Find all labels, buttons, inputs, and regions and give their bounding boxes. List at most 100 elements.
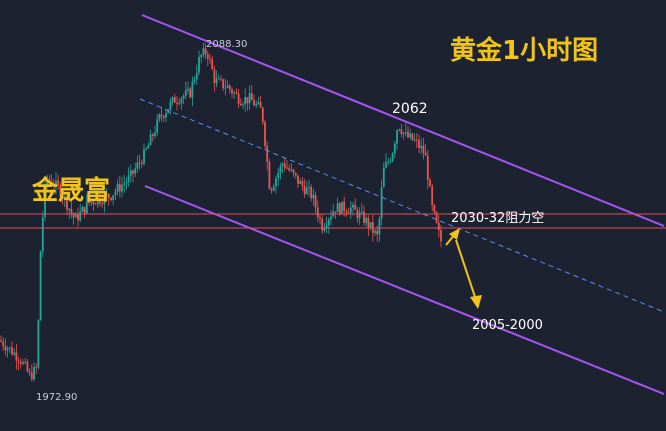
candle-body <box>187 88 189 91</box>
candle-body <box>257 102 260 104</box>
candle-body <box>420 145 423 148</box>
candle-body <box>143 149 145 165</box>
candle-body <box>422 145 425 153</box>
candle-body <box>363 211 365 223</box>
candle-body <box>440 230 442 242</box>
candle-body <box>48 178 51 182</box>
candle-body <box>204 48 207 55</box>
candle-body <box>35 366 38 368</box>
candle-body <box>30 372 33 380</box>
candle-body <box>404 131 407 133</box>
candle-body <box>132 170 134 174</box>
candle-body <box>226 85 229 88</box>
candle-body <box>118 183 121 192</box>
candle-body <box>411 133 414 141</box>
candle-body <box>96 197 99 205</box>
candle-body <box>154 132 156 136</box>
candle-body <box>209 58 211 60</box>
candle-body <box>70 208 73 214</box>
candle-body <box>171 97 174 102</box>
candle-body <box>127 175 130 182</box>
candle-body <box>50 181 53 186</box>
candle-body <box>77 214 79 221</box>
candle-body <box>68 208 71 210</box>
candle-body <box>178 102 181 104</box>
candle-body <box>114 191 117 196</box>
candle-body <box>336 203 339 213</box>
candle-body <box>202 48 205 55</box>
candle-body <box>162 116 165 118</box>
candle-body <box>437 222 440 231</box>
candle-body <box>81 206 84 212</box>
candle-body <box>345 211 348 213</box>
candle-body <box>305 188 308 195</box>
candle-body <box>33 366 35 380</box>
candle-body <box>242 104 244 106</box>
candle-body <box>101 203 104 205</box>
candle-body <box>275 178 277 187</box>
candle-body <box>290 169 293 171</box>
arrow-to-resistance-head <box>449 228 460 240</box>
candle-body <box>308 187 310 189</box>
candle-body <box>112 195 115 200</box>
candle-body <box>319 217 321 219</box>
candle-body <box>220 78 222 80</box>
candle-body <box>310 187 313 199</box>
candle-body <box>213 69 216 84</box>
candle-body <box>28 371 31 373</box>
candle-body <box>431 186 434 206</box>
candle-body <box>145 148 148 150</box>
arrow-to-target-line <box>455 239 477 301</box>
candle-body <box>191 81 194 98</box>
candle-body <box>173 97 176 103</box>
candle-body <box>343 201 346 212</box>
channel-mid-line <box>139 98 665 313</box>
candle-body <box>402 132 405 135</box>
candle-body <box>41 217 44 252</box>
candle-body <box>37 320 40 368</box>
candle-body <box>134 168 137 174</box>
candle-body <box>277 173 280 179</box>
candle-body <box>433 205 436 213</box>
candle-body <box>0 340 2 342</box>
candle-body <box>129 170 132 176</box>
candle-body <box>376 230 379 235</box>
candle-body <box>88 201 90 203</box>
candle-body <box>314 195 317 208</box>
candle-body <box>85 201 88 214</box>
candle-body <box>19 361 22 364</box>
candle-body <box>110 197 112 200</box>
candle-body <box>301 181 304 187</box>
watermark-text: 金晟富 <box>32 176 111 206</box>
candle-body <box>429 180 431 187</box>
candle-body <box>52 185 55 188</box>
candle-body <box>92 201 95 204</box>
candle-body <box>206 54 209 59</box>
candle-body <box>72 213 75 218</box>
channel-upper-line <box>141 14 665 227</box>
candle-body <box>418 140 420 148</box>
candle-body <box>250 93 253 101</box>
candle-body <box>426 155 429 181</box>
candle-body <box>222 79 225 88</box>
candle-body <box>215 78 218 84</box>
candle-body <box>151 134 154 136</box>
candle-body <box>55 180 57 188</box>
candle-body <box>396 130 398 144</box>
candle-body <box>83 206 86 214</box>
candle-body <box>349 207 352 213</box>
candle-body <box>165 113 167 118</box>
candle-body <box>378 218 381 235</box>
candle-body <box>44 184 46 218</box>
candle-body <box>15 352 18 361</box>
candle-body <box>6 348 9 351</box>
candle-body <box>46 178 49 185</box>
candle-body <box>224 87 227 89</box>
candle-body <box>253 100 255 106</box>
candle-body <box>288 167 291 171</box>
candle-body <box>330 216 332 220</box>
candle-body <box>325 225 328 228</box>
candle-body <box>312 195 315 199</box>
candle-body <box>26 362 29 372</box>
